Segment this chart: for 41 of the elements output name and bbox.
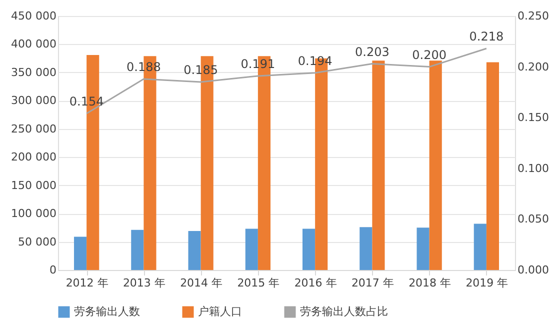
y-tick-label: 50 000: [18, 235, 56, 248]
y2-tick-label: 0.250: [518, 10, 549, 22]
y-tick-label: 250 000: [11, 122, 56, 136]
x-tick-label: 2014 年: [180, 276, 223, 290]
bar: [372, 60, 385, 270]
bar: [245, 228, 258, 270]
bar: [131, 230, 144, 270]
legend-label: 劳务输出人数占比: [300, 305, 388, 318]
data-label: 0.218: [469, 30, 504, 44]
y2-tick-label: 0.100: [518, 162, 549, 175]
y-tick-label: 400 000: [11, 38, 56, 51]
bar: [360, 227, 372, 270]
x-tick-label: 2012 年: [66, 276, 108, 290]
y-tick-label: 450 000: [11, 10, 56, 22]
bar: [474, 224, 486, 270]
y2-tick-label: 0.150: [518, 111, 549, 124]
y-tick-label: 200 000: [11, 150, 56, 164]
data-label: 0.200: [412, 48, 446, 62]
y2-tick-label: 0.000: [518, 264, 549, 276]
bar: [302, 228, 316, 270]
y2-tick-label: 0.050: [518, 212, 549, 226]
bar: [429, 60, 442, 270]
legend-label: 劳务输出人数: [74, 305, 140, 318]
x-tick-label: 2016 年: [294, 276, 337, 290]
x-tick-label: 2017 年: [351, 276, 394, 290]
x-tick-label: 2018 年: [408, 276, 452, 290]
y2-tick-label: 0.200: [518, 60, 549, 74]
bar: [486, 62, 500, 270]
x-tick-label: 2015 年: [237, 276, 280, 290]
y-tick-label: 150 000: [11, 178, 56, 192]
legend-label: 户籍人口: [198, 305, 242, 318]
x-tick-label: 2019 年: [466, 276, 508, 290]
data-label: 0.203: [355, 44, 390, 59]
bar: [416, 228, 430, 270]
bar: [74, 236, 87, 270]
y-tick-label: 300 000: [11, 94, 56, 108]
bar: [188, 231, 201, 270]
y-tick-label: 100 000: [11, 207, 56, 220]
y-tick-label: 0: [50, 264, 56, 276]
x-tick-label: 2013 年: [122, 276, 166, 290]
y-tick-label: 350 000: [11, 66, 56, 79]
